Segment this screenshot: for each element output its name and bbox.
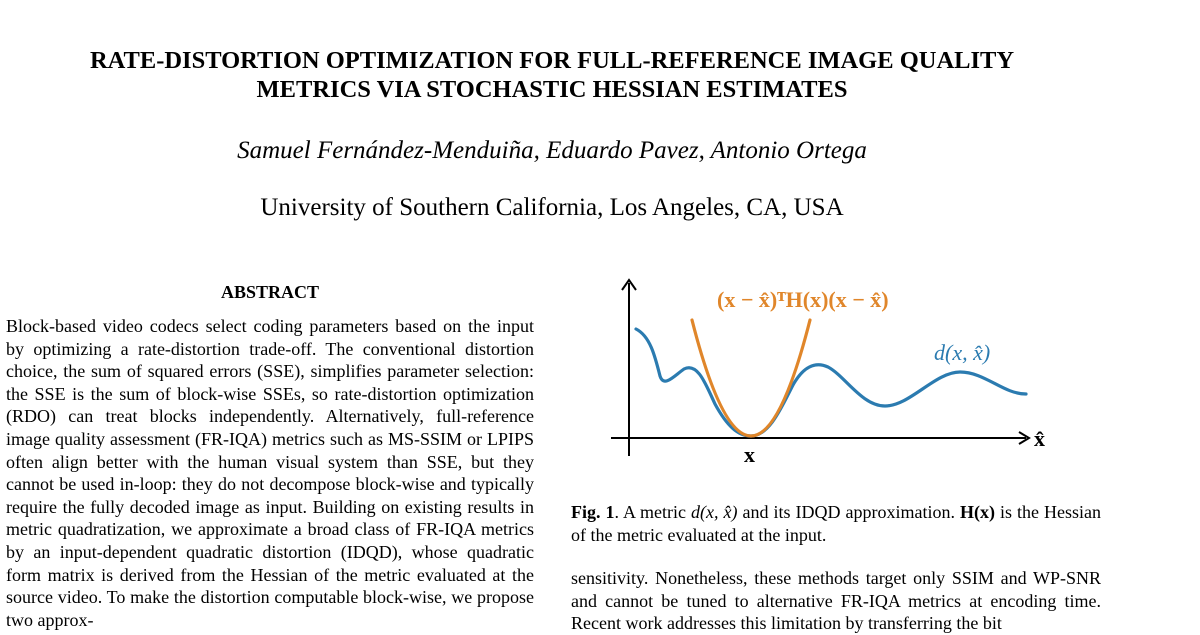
caption-metric: d(x, x̂): [691, 502, 738, 522]
right-column-body: sensitivity. Nonetheless, these methods …: [571, 568, 1101, 634]
x-axis-arrowhead: [1018, 431, 1031, 445]
quadratic-curve: [690, 318, 812, 438]
caption-text-2: and its IDQD approximation.: [737, 502, 961, 522]
title-line-2: METRICS VIA STOCHASTIC HESSIAN ESTIMATES: [256, 76, 848, 103]
x-axis-label: x̂: [1034, 426, 1045, 451]
caption-text-3: is the Hessian of the metric evaluated a…: [571, 502, 1102, 545]
caption-label: Fig. 1: [571, 502, 615, 522]
x-point-label: x: [744, 442, 755, 467]
abstract-heading: ABSTRACT: [220, 282, 320, 302]
title-line-1: RATE-DISTORTION OPTIMIZATION FOR FULL-RE…: [89, 47, 1015, 74]
figure-1-caption: Fig. 1. A metric d(x, x̂) and its IDQD a…: [571, 501, 1101, 546]
figure-1-plot: (x − x̂)ᵀH(x)(x − x̂) d(x, x̂) x̂ x: [611, 278, 1045, 467]
caption-text-1: . A metric: [614, 502, 692, 522]
caption-hessian: H(x): [960, 502, 996, 522]
paper-title: RATE-DISTORTION OPTIMIZATION FOR FULL-RE…: [0, 46, 1104, 104]
figure-1: (x − x̂)ᵀH(x)(x − x̂) d(x, x̂) x̂ x: [596, 268, 1056, 468]
metric-label: d(x, x̂): [934, 340, 990, 365]
y-axis-arrowhead: [621, 278, 637, 291]
abstract-body: Block-based video codecs select coding p…: [6, 316, 534, 630]
author-list: Samuel Fernández-Menduiña, Eduardo Pavez…: [237, 137, 867, 164]
affiliation: University of Southern California, Los A…: [260, 194, 844, 221]
quadratic-label: (x − x̂)ᵀH(x)(x − x̂): [717, 287, 889, 312]
